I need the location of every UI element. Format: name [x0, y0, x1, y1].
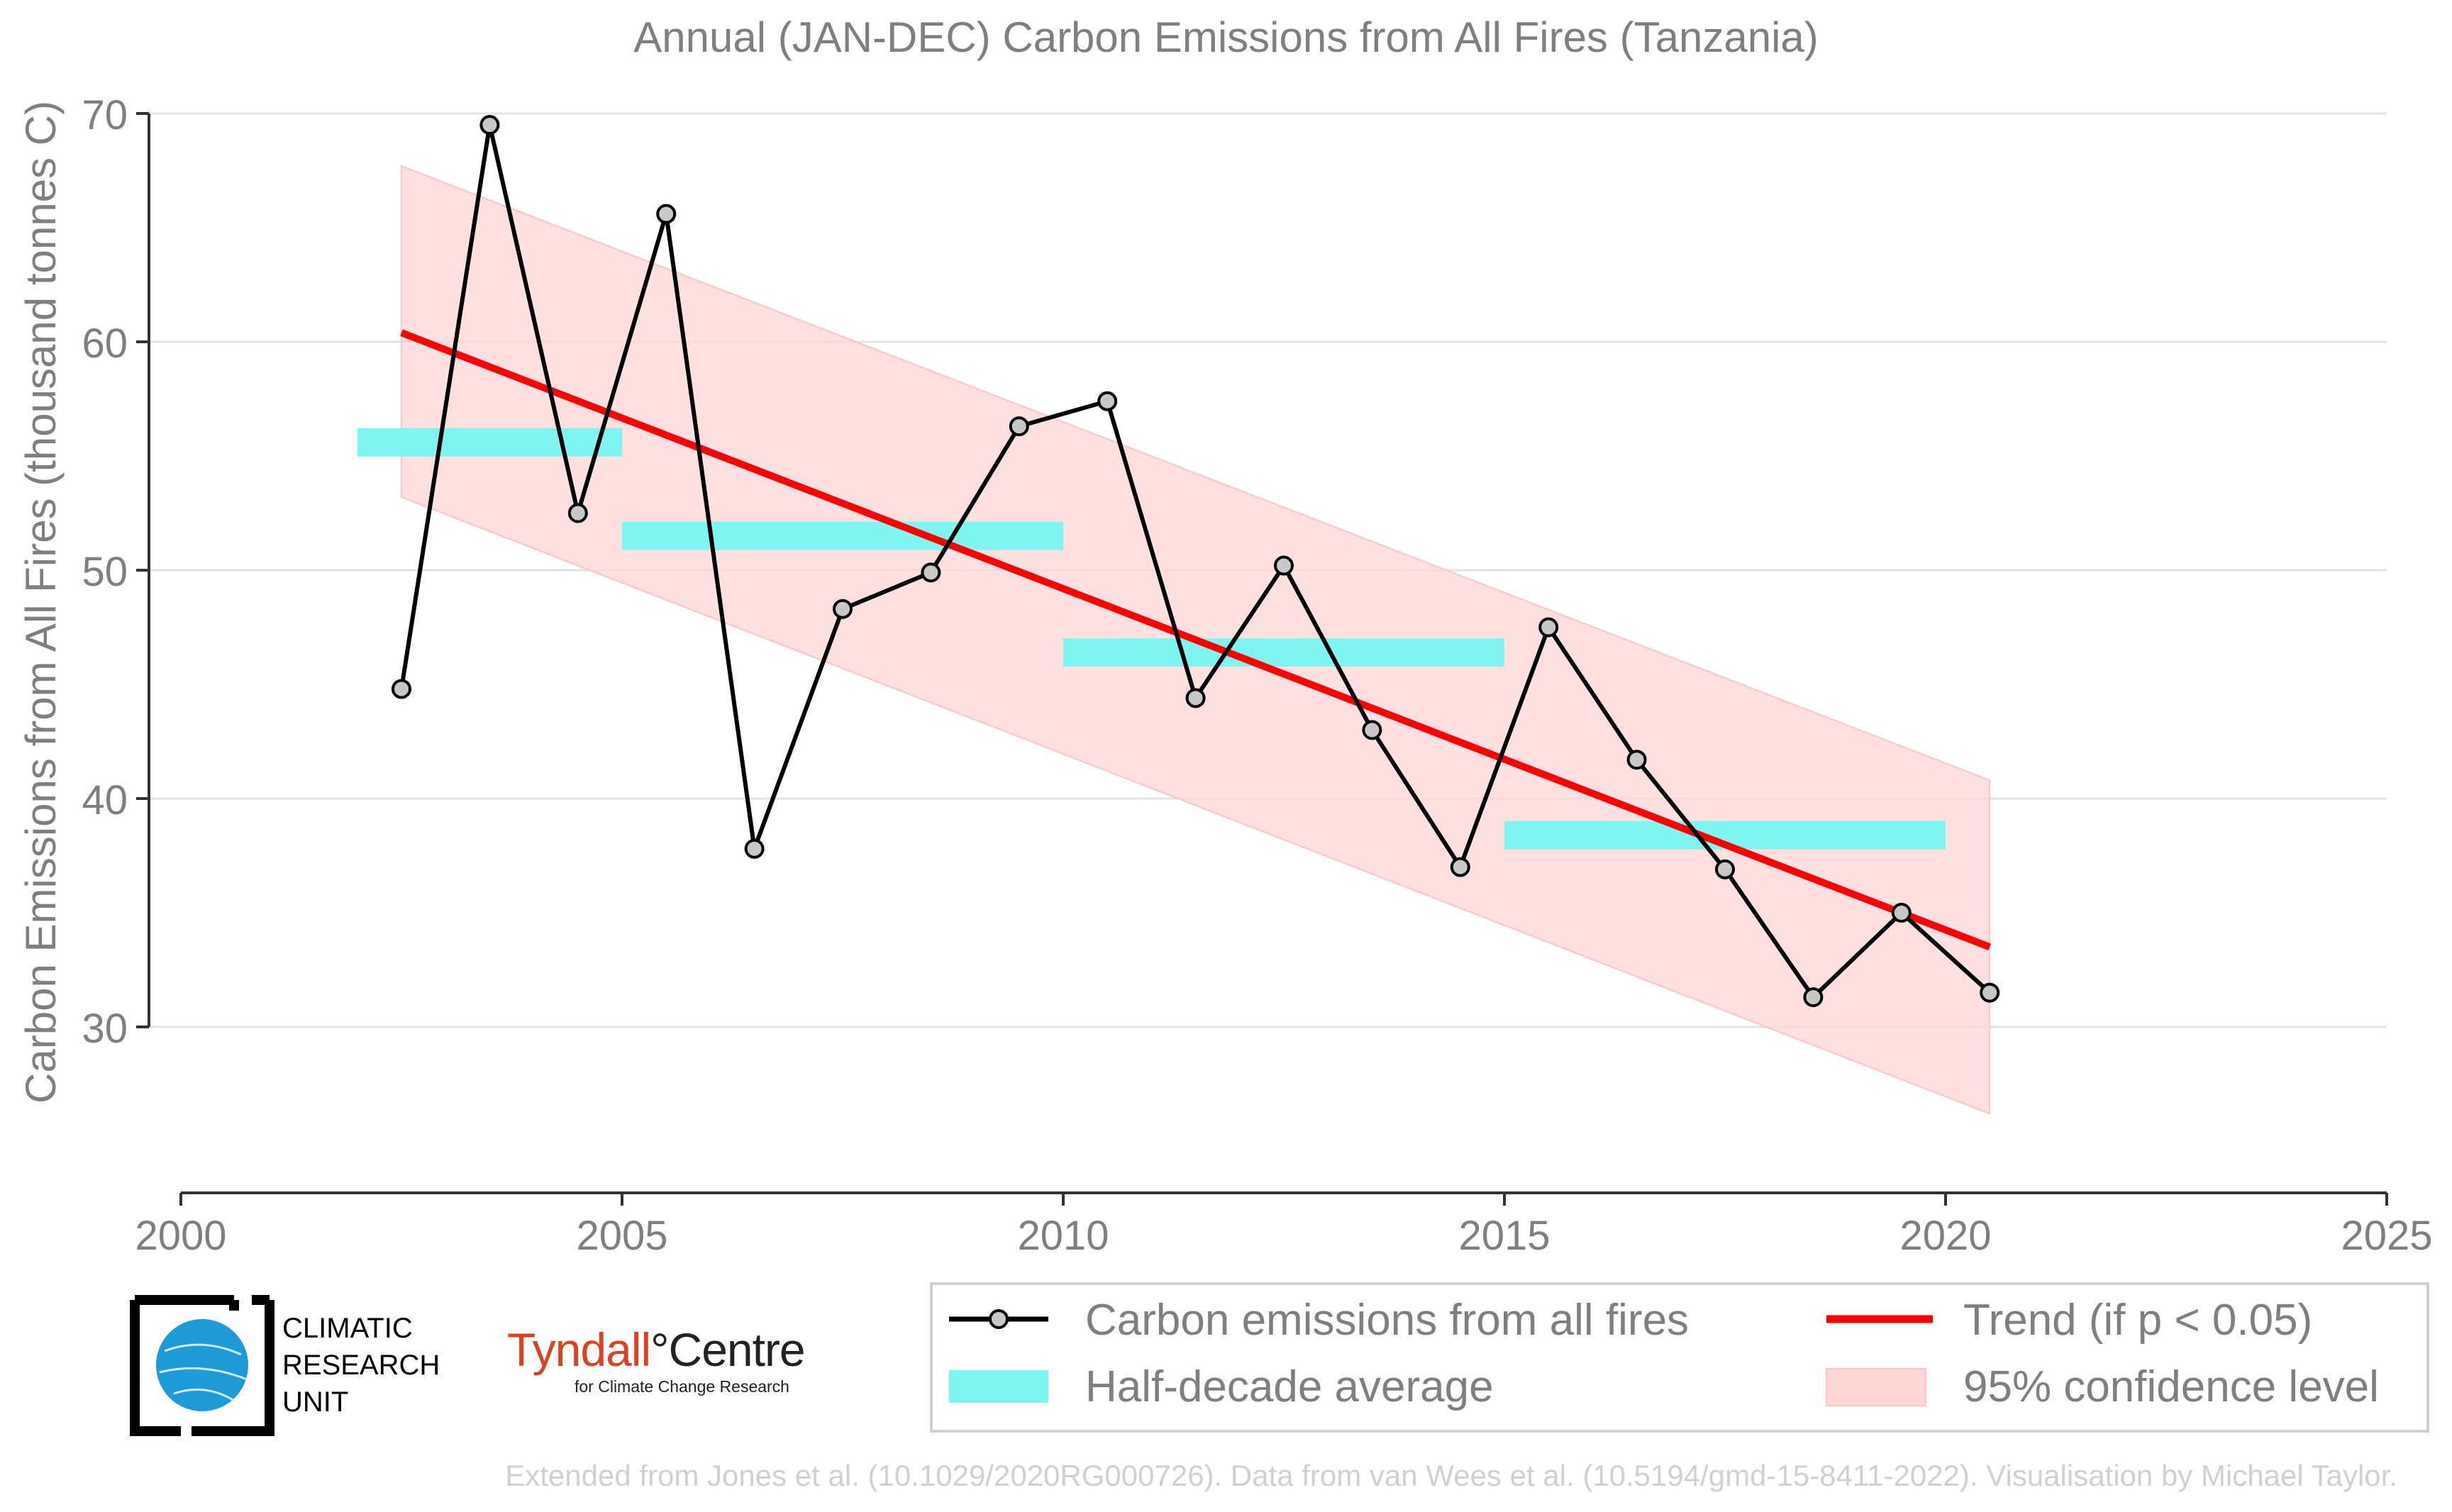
emissions-point-13 [1538, 617, 1559, 638]
cru-line-1: CLIMATIC [282, 1313, 413, 1344]
legend-label-half-decade: Half-decade average [1085, 1362, 1494, 1411]
half-decade-bar-2 [1063, 638, 1504, 667]
xtick-label-2010: 2010 [1017, 1213, 1109, 1259]
cru-logo [130, 1295, 274, 1436]
xtick-label-2005: 2005 [576, 1213, 667, 1259]
emissions-point-9 [1185, 688, 1206, 708]
legend-frame [930, 1282, 2429, 1433]
legend-swatch-half-decade [949, 1370, 1048, 1403]
emissions-point-17 [1891, 903, 1912, 923]
xtick-label-2020: 2020 [1899, 1213, 1991, 1259]
tyndall-word: Tyndall [507, 1323, 651, 1376]
xtick-label-2000: 2000 [135, 1213, 226, 1259]
ytick-label-60: 60 [82, 321, 128, 367]
chart-title: Annual (JAN-DEC) Carbon Emissions from A… [633, 13, 1819, 61]
tyndall-degree: ° [650, 1323, 669, 1376]
trend-layer [400, 329, 1992, 950]
emissions-point-16 [1803, 987, 1824, 1008]
half-decade-bar-1 [622, 521, 1063, 550]
ytick-label-40: 40 [82, 777, 128, 823]
emissions-point-14 [1626, 750, 1647, 770]
cru-line-2: RESEARCH [282, 1350, 440, 1381]
emissions-point-7 [1009, 416, 1029, 437]
cru-logo-text: CLIMATIC RESEARCH UNIT [282, 1310, 440, 1421]
emissions-point-11 [1362, 720, 1382, 740]
emissions-point-2 [567, 503, 588, 523]
legend-label-confidence: 95% confidence level [1963, 1362, 2379, 1411]
series-layer [392, 115, 2000, 1008]
xtick-label-2025: 2025 [2341, 1213, 2432, 1259]
emissions-point-8 [1097, 391, 1118, 411]
half-decade-bar-0 [357, 428, 622, 457]
emissions-point-6 [921, 562, 941, 583]
emissions-point-4 [744, 838, 765, 859]
emissions-point-5 [833, 599, 853, 619]
legend-label-emissions: Carbon emissions from all fires [1085, 1296, 1689, 1345]
half-decade-layer [357, 428, 1946, 850]
ytick-label-70: 70 [82, 92, 128, 138]
tyndall-centre-word: Centre [668, 1323, 806, 1376]
cru-logo-bracket [130, 1295, 274, 1436]
axes-layer: 30 40 50 60 70 Carbon Emissions from All Fire… [17, 92, 2433, 1259]
tyndall-logo: Tyndall°Centre [507, 1323, 806, 1377]
legend-label-trend: Trend (if p < 0.05) [1963, 1296, 2312, 1345]
emissions-point-3 [656, 204, 677, 224]
legend-swatch-confidence [1826, 1368, 1926, 1406]
xtick-label-2015: 2015 [1458, 1213, 1550, 1259]
y-axis-label: Carbon Emissions from All Fires (thousan… [17, 101, 65, 1104]
emissions-point-1 [479, 115, 500, 135]
legend-marker-emissions [989, 1309, 1009, 1329]
globe-icon-lines [159, 1343, 248, 1402]
cru-line-3: UNIT [282, 1386, 349, 1418]
emissions-point-0 [392, 679, 411, 699]
emissions-point-12 [1450, 857, 1470, 877]
ytick-label-30: 30 [82, 1006, 128, 1052]
footer-credit: Extended from Jones et al. (10.1029/2020… [505, 1459, 2397, 1492]
tyndall-subtitle: for Climate Change Research [575, 1377, 789, 1396]
ytick-label-50: 50 [82, 549, 128, 595]
emissions-point-10 [1274, 555, 1294, 576]
emissions-point-15 [1715, 859, 1735, 879]
globe-icon [156, 1319, 248, 1411]
legend: Carbon emissions from all fires Half-dec… [930, 1282, 2429, 1433]
trend-line [400, 329, 1992, 950]
emissions-point-18 [1980, 982, 2000, 1003]
